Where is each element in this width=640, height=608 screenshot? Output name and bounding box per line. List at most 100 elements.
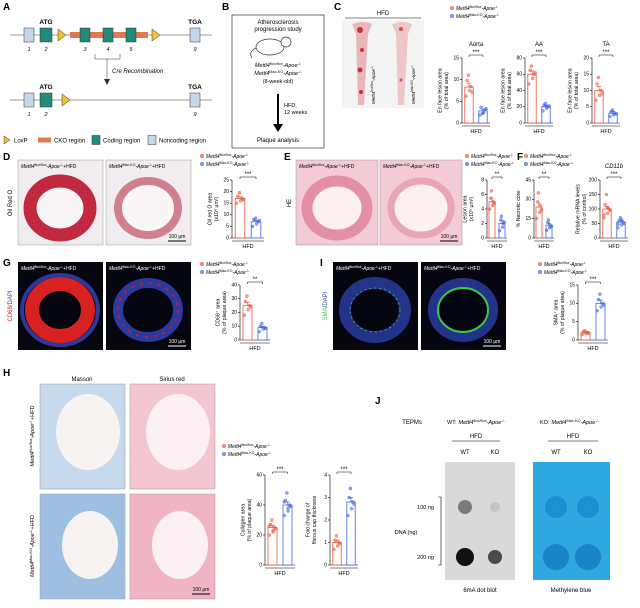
label: TEPMs [402, 420, 422, 426]
label: SMA/DAPI [323, 291, 329, 320]
dot-blot [445, 462, 515, 580]
data-point [289, 504, 293, 509]
y-tick-label: 5 [586, 104, 589, 110]
genotype-part: -Apoe [254, 444, 268, 450]
data-point [271, 528, 275, 533]
data-point [334, 534, 339, 538]
y-tick-label: 5 [572, 319, 575, 325]
genotype-label: Mettl4Mac-KO-Apoe-/-+HFD [383, 163, 440, 170]
data-point [499, 214, 504, 218]
y-tick-label: 45 [525, 177, 531, 183]
y-tick-label: 5 [456, 99, 459, 105]
label: Cre Recombination [112, 69, 164, 75]
data-point [332, 547, 336, 551]
label: 100 µm [484, 339, 501, 345]
exon [23, 27, 35, 43]
lesion [357, 67, 363, 73]
label: 6mA dot blot [463, 588, 497, 594]
genotype-prefix: WT: [447, 420, 457, 426]
y-axis-label: CD68⁺ area [216, 298, 222, 326]
panel-i-images [333, 262, 506, 350]
lesion [359, 90, 363, 94]
legend-cko [38, 137, 51, 143]
genotype-part: -/- [60, 265, 64, 269]
data-point [610, 108, 615, 112]
label: 1 [27, 112, 30, 118]
y-axis-label: fibrous cap thickness [312, 495, 318, 544]
genotype-part: flox/flox [35, 163, 47, 167]
bracket [438, 496, 442, 566]
bracket [94, 54, 121, 60]
genotype-part: -Apoe [254, 452, 268, 458]
genotype-label: Mettl4Mac-KO-Apoe-/- [544, 269, 588, 276]
data-point [236, 194, 240, 198]
genotype-label: Mettl4Mac-KO-Apoe-/- [530, 161, 574, 168]
data-point [616, 226, 620, 230]
genotype-label: Mettl4flox/flox-Apoe-/-+HFD [336, 265, 392, 272]
genotype-part: -Apoe [409, 164, 423, 170]
lesion [360, 48, 364, 52]
lumen [146, 394, 210, 470]
data-point [499, 218, 503, 222]
y-tick-label: 10 [231, 324, 237, 330]
label: 1 [27, 47, 30, 53]
y-tick-label: 4 [481, 206, 484, 212]
genotype-part: Mac-KO [558, 269, 571, 273]
lesion [357, 27, 363, 33]
legend-marker [537, 269, 543, 275]
label: Noncoding region [159, 139, 206, 145]
genotype-part: -Apoe [30, 424, 36, 439]
loxp [57, 28, 67, 42]
genotype-part: Mac-KO [566, 419, 580, 423]
y-tick-label: 5 [226, 224, 229, 230]
genotype-label: Mettl4Mac-KO-Apoe-/- [471, 161, 515, 168]
genotype-part: -/- [149, 163, 153, 167]
y-tick-label: 40 [516, 88, 522, 94]
x-axis-label: HFD [274, 571, 285, 577]
genotype-part: -Apoe [232, 270, 246, 276]
significance-bracket [239, 176, 257, 179]
data-point [546, 218, 551, 222]
genotype-label: Mettl4Mac-KO-Apoe-/- [206, 161, 250, 168]
data-point [529, 64, 534, 68]
data-point [467, 88, 472, 93]
plaque [387, 177, 455, 239]
data-point [599, 88, 603, 93]
genotype-part: -/- [246, 161, 250, 165]
genotype-part: -Apoe [232, 262, 246, 268]
genotype-part: -/- [375, 265, 379, 269]
y-axis-label: Lesion area [463, 195, 469, 222]
label: Plaque analysis [257, 138, 299, 144]
data-point [605, 211, 610, 216]
genotype-part: -Apoe [411, 68, 416, 81]
genotype-part: flox/flox [370, 81, 374, 92]
genotype-part: -Apoe [232, 154, 246, 160]
data-point [580, 332, 584, 337]
data-point [543, 101, 548, 106]
label: 2 [43, 47, 47, 53]
significance: *** [276, 467, 284, 473]
genotype-part: -Apoe [581, 420, 596, 426]
genotype-part: flox/flox [470, 5, 482, 9]
label: KO [584, 450, 593, 456]
label: CKO region [54, 139, 85, 145]
genotype-part: -/- [511, 161, 515, 165]
genotype-part: -/- [496, 13, 500, 17]
label: (8-week-old) [263, 79, 294, 85]
panel-label: I [320, 258, 323, 269]
panel-j-blots [345, 17, 610, 580]
aorta [352, 22, 372, 105]
data-point [242, 313, 246, 317]
legend-loxp [3, 135, 11, 145]
significance: *** [340, 467, 348, 473]
data-point [234, 201, 239, 205]
y-tick-label: 10 [223, 212, 229, 218]
data-point [257, 218, 262, 223]
genotype-suffix: +HFD [63, 266, 77, 272]
legend-marker [537, 261, 543, 267]
data-point [264, 326, 268, 331]
dot [456, 548, 474, 566]
legend-marker [449, 13, 455, 19]
arrow-head [104, 79, 110, 85]
genotype-label: Mettl4flox/flox-Apoe-/-+HFD [21, 265, 77, 272]
